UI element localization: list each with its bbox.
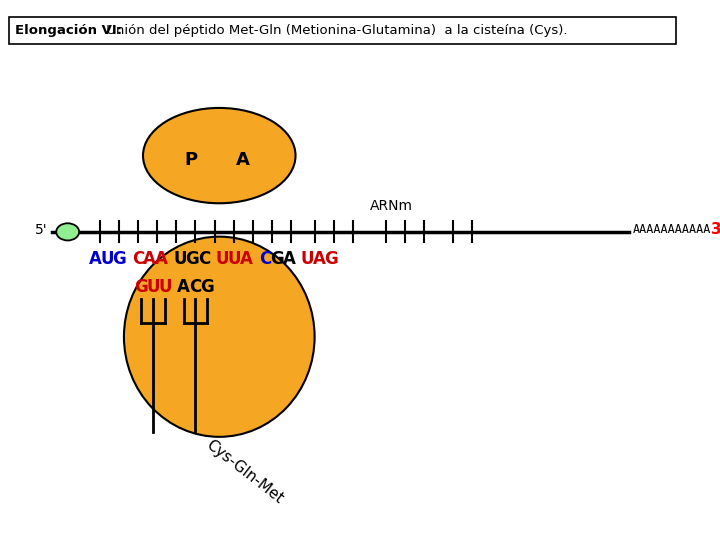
Text: U: U xyxy=(216,249,230,267)
Text: Unión del péptido Met-Gln (Metionina-Glutamina)  a la cisteína (Cys).: Unión del péptido Met-Gln (Metionina-Glu… xyxy=(102,24,567,37)
Text: A: A xyxy=(236,151,250,170)
Text: A: A xyxy=(282,249,295,267)
Text: Elongación VI:: Elongación VI: xyxy=(15,24,122,37)
Text: C: C xyxy=(198,249,210,267)
Text: G: G xyxy=(325,249,338,267)
Text: G: G xyxy=(185,249,199,267)
Text: G: G xyxy=(200,278,215,296)
Ellipse shape xyxy=(56,223,79,240)
Text: A: A xyxy=(143,249,156,267)
Text: AAAAAAAAAAA: AAAAAAAAAAA xyxy=(633,224,711,237)
Text: ARNm: ARNm xyxy=(370,199,413,213)
Text: G: G xyxy=(134,278,148,296)
Text: U: U xyxy=(228,249,241,267)
Text: G: G xyxy=(112,249,126,267)
Text: Cys-Gln-Met: Cys-Gln-Met xyxy=(203,437,286,506)
Text: U: U xyxy=(101,249,114,267)
Text: A: A xyxy=(155,249,168,267)
Ellipse shape xyxy=(143,108,295,203)
Text: U: U xyxy=(146,278,160,296)
Text: G: G xyxy=(270,249,284,267)
Text: P: P xyxy=(184,151,197,170)
FancyBboxPatch shape xyxy=(9,17,676,44)
Text: A: A xyxy=(177,278,190,296)
Text: 5': 5' xyxy=(35,223,48,237)
Text: C: C xyxy=(132,249,144,267)
Text: U: U xyxy=(158,278,171,296)
Text: C: C xyxy=(259,249,271,267)
Text: A: A xyxy=(89,249,102,267)
Text: A: A xyxy=(313,249,326,267)
Text: 3': 3' xyxy=(711,222,720,238)
Text: A: A xyxy=(240,249,253,267)
Ellipse shape xyxy=(124,237,315,437)
Text: U: U xyxy=(301,249,314,267)
Text: C: C xyxy=(189,278,202,296)
Text: U: U xyxy=(174,249,187,267)
